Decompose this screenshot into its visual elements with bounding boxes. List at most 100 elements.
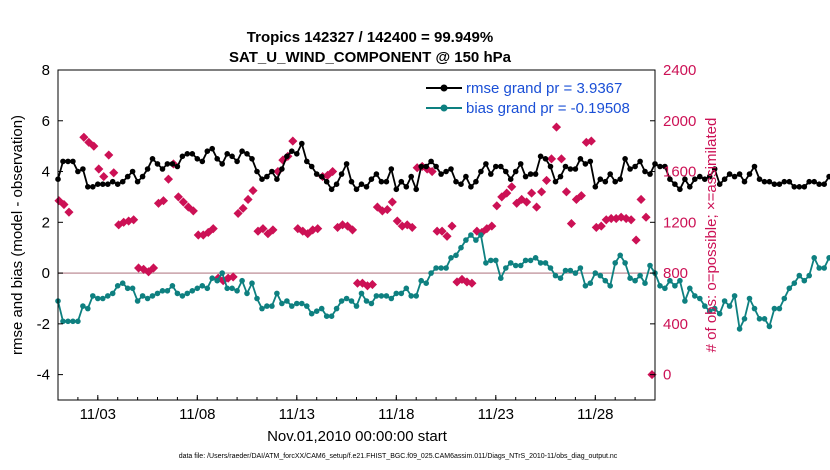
bias-point [284, 298, 290, 304]
rmse-point [149, 156, 156, 162]
bias-point [721, 298, 728, 304]
bias-point [274, 290, 280, 297]
rmse-point [577, 156, 584, 162]
bias-point [294, 300, 300, 307]
obs-marker [347, 225, 358, 235]
obs-marker [636, 194, 646, 205]
rmse-point [249, 156, 255, 162]
bias-point [756, 316, 763, 322]
bias-point [736, 326, 743, 332]
rmse-point [726, 171, 733, 177]
obs-marker [158, 196, 169, 206]
obs-marker [487, 221, 497, 231]
bias-point [751, 305, 758, 312]
obs-marker [228, 272, 238, 282]
obs-marker [238, 203, 248, 213]
bias-point [388, 295, 395, 302]
rmse-point [562, 163, 569, 170]
bias-point [667, 277, 673, 284]
obs-marker [288, 136, 298, 146]
obs-marker [492, 201, 502, 211]
obs-marker [64, 207, 74, 217]
bias-point [687, 285, 693, 292]
rmse-point [229, 153, 235, 160]
bias-point [582, 283, 589, 289]
plot-area [58, 70, 655, 400]
bias-point [532, 254, 539, 261]
rmse-point [348, 178, 355, 185]
rmse-point [363, 184, 370, 190]
bias-point [577, 265, 584, 271]
rmse-point [90, 184, 96, 190]
rmse-point [209, 145, 215, 152]
left-tick-label: 4 [42, 164, 50, 181]
rmse-point [234, 158, 240, 165]
rmse-point [60, 158, 66, 165]
bias-point [358, 290, 365, 297]
bias-point [204, 285, 211, 292]
rmse-point [697, 173, 703, 180]
bias-point [269, 303, 275, 309]
bias-point [343, 295, 350, 302]
left-tick-label: 8 [42, 62, 50, 79]
obs-marker [546, 154, 557, 164]
bias-point [473, 237, 479, 243]
y-axis-label-right: # of obs: o=possible; ×=assimilated [703, 118, 720, 353]
rmse-point [279, 166, 285, 172]
obs-marker [89, 141, 99, 151]
rmse-point [139, 173, 146, 180]
obs-marker [183, 202, 193, 212]
bias-point [786, 285, 793, 292]
rmse-point [766, 178, 773, 185]
rmse-point [169, 161, 176, 167]
rmse-point [259, 176, 265, 182]
bias-point [433, 265, 439, 271]
bias-point [478, 232, 484, 238]
bias-point [124, 285, 131, 292]
obs-marker [576, 191, 586, 201]
obs-marker [203, 227, 213, 238]
rmse-point [204, 148, 211, 154]
rmse-point [114, 181, 121, 187]
obs-marker [243, 194, 253, 205]
bias-point [214, 277, 220, 284]
rmse-point [289, 148, 295, 154]
bias-point [498, 275, 504, 282]
bias-point [552, 272, 559, 279]
rmse-point [438, 171, 444, 177]
obs-marker [527, 188, 537, 198]
legend: rmse grand pr = 3.9367 bias grand pr = -… [426, 80, 630, 117]
bias-point [304, 303, 310, 309]
bias-point [746, 295, 753, 302]
bias-point [60, 318, 66, 325]
x-tick-label: 11/13 [279, 406, 315, 423]
right-tick-label: 400 [663, 316, 688, 333]
rmse-point [483, 161, 489, 167]
bias-point [363, 298, 370, 304]
bias-point [791, 280, 798, 287]
rmse-point [682, 176, 688, 182]
rmse-point [756, 176, 763, 182]
rmse-point [522, 173, 529, 180]
rmse-point [706, 173, 713, 180]
rmse-point [677, 186, 683, 193]
x-tick-label: 11/18 [378, 406, 414, 423]
bias-point [741, 316, 748, 322]
bias-point [766, 323, 773, 330]
bias-point [134, 298, 141, 304]
chart-subtitle: SAT_U_WIND_COMPONENT @ 150 hPa [229, 49, 512, 66]
rmse-series-markers [55, 140, 830, 193]
bias-point [672, 283, 678, 289]
obs-marker [163, 174, 174, 184]
rmse-point [473, 178, 479, 185]
obs-marker [129, 215, 139, 225]
obs-marker [626, 215, 636, 225]
rmse-point [269, 168, 275, 175]
rmse-point [338, 171, 345, 177]
rmse-point [413, 186, 420, 193]
bias-point [493, 257, 499, 264]
bias-point [393, 290, 400, 297]
x-tick-label: 11/08 [179, 406, 215, 423]
bias-point [428, 270, 434, 276]
